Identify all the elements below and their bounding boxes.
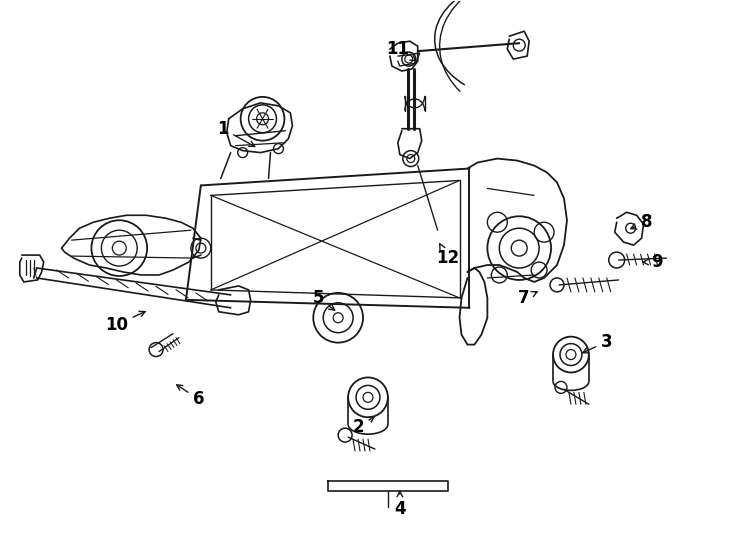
Text: 2: 2 xyxy=(352,417,374,436)
Text: 11: 11 xyxy=(386,40,416,60)
Text: 6: 6 xyxy=(177,385,205,408)
Text: 7: 7 xyxy=(518,289,537,307)
Text: 4: 4 xyxy=(394,491,406,518)
Text: 10: 10 xyxy=(105,312,145,334)
Text: 5: 5 xyxy=(313,289,335,310)
Text: 9: 9 xyxy=(643,253,662,271)
Text: 12: 12 xyxy=(436,244,459,267)
Text: 1: 1 xyxy=(217,120,255,146)
Text: 8: 8 xyxy=(631,213,653,231)
Text: 3: 3 xyxy=(583,333,613,353)
